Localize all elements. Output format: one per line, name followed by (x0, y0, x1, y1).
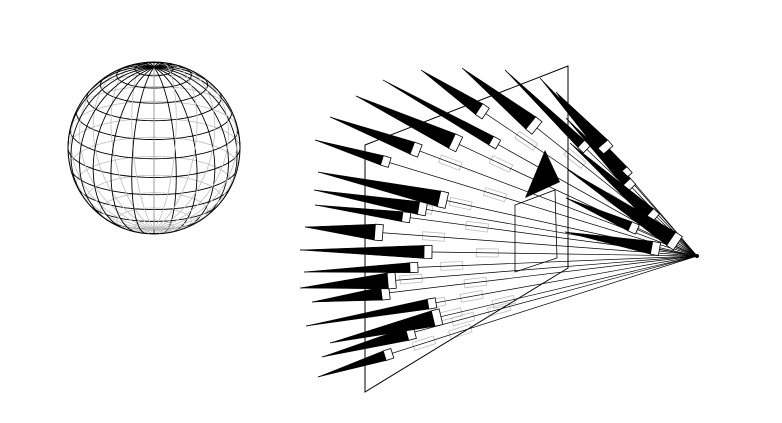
spike-cap (401, 211, 412, 224)
hidden-tube (563, 147, 587, 169)
hidden-tube (399, 273, 423, 285)
spike-glyph (304, 223, 376, 241)
spike-cap (426, 297, 438, 310)
hidden-tube (459, 290, 484, 303)
spike-glyph (299, 245, 425, 259)
spike-cap (666, 231, 683, 251)
sphere-longitude-line (92, 66, 155, 230)
spike-cap (430, 308, 444, 327)
hidden-tube (411, 335, 437, 351)
spike-glyph (303, 262, 411, 273)
hidden-tube (440, 261, 464, 271)
hidden-tube (421, 231, 446, 242)
sphere-longitude-line-hidden (67, 147, 155, 230)
spike-cap (423, 244, 433, 259)
hidden-tube (487, 302, 512, 317)
sphere-longitude-line (131, 66, 155, 234)
spike-cap (382, 347, 395, 362)
sphere-latitude-line (70, 168, 238, 196)
spike-glyph (311, 286, 383, 303)
sphere-longitude-line (153, 66, 238, 200)
spike-glyphs (299, 67, 683, 378)
spike-cap (416, 201, 428, 217)
hidden-tube (463, 276, 488, 289)
spike-cap (474, 103, 490, 120)
hidden-tube (438, 154, 463, 171)
sphere-longitude-line-hidden (153, 96, 238, 230)
spike-cap (409, 141, 423, 158)
spike-cap (379, 155, 392, 168)
sphere-latitude-line (99, 76, 209, 104)
image-plane-quad (364, 65, 569, 393)
hidden-tube (451, 311, 476, 327)
spike-glyph (564, 231, 653, 255)
hidden-tube (475, 248, 499, 258)
sphere-longitude-line (79, 66, 155, 221)
spike-cap (373, 223, 384, 242)
sphere-longitude-line-hidden (79, 75, 155, 230)
sphere-longitude-line (153, 66, 229, 221)
image-plane (364, 65, 569, 393)
sphere-latitude-line (86, 91, 222, 122)
spike-cap (488, 135, 502, 150)
sphere-latitude-line (69, 128, 239, 160)
hidden-tube (448, 196, 473, 211)
spike-cap (436, 190, 450, 209)
spike-cap (627, 221, 640, 235)
sphere-outline (67, 61, 241, 235)
spike-cap (649, 240, 662, 257)
direction-arrow (525, 150, 560, 198)
hidden-tube (482, 187, 508, 203)
spike-glyph (314, 139, 384, 166)
sphere-longitude-line-hidden (153, 75, 229, 230)
sphere-longitude-line-hidden (70, 96, 155, 230)
hidden-tube (448, 323, 473, 340)
spike-cap (525, 116, 543, 135)
sphere-longitude-line (110, 66, 155, 233)
spike-cap (386, 271, 397, 290)
spike-cap (448, 133, 464, 153)
inner-plane-quad (514, 189, 558, 273)
sphere-longitude-line (153, 66, 177, 234)
sphere-longitude-line (153, 66, 216, 230)
sphere-longitude-line-hidden (153, 63, 198, 230)
projection-center (695, 254, 699, 258)
spike-cap (409, 261, 419, 274)
sphere-longitude-line (70, 66, 155, 200)
hidden-tube (465, 220, 490, 233)
sphere-longitude-line-hidden (92, 66, 155, 230)
hidden-tube (514, 130, 539, 151)
hidden-tube (488, 155, 514, 173)
wireframe-sphere (67, 61, 241, 235)
spike-glyph (299, 272, 389, 290)
sphere-longitude-line-hidden (131, 62, 155, 230)
sphere-longitude-line-hidden (153, 62, 177, 230)
sphere-longitude-line-hidden (153, 66, 216, 230)
